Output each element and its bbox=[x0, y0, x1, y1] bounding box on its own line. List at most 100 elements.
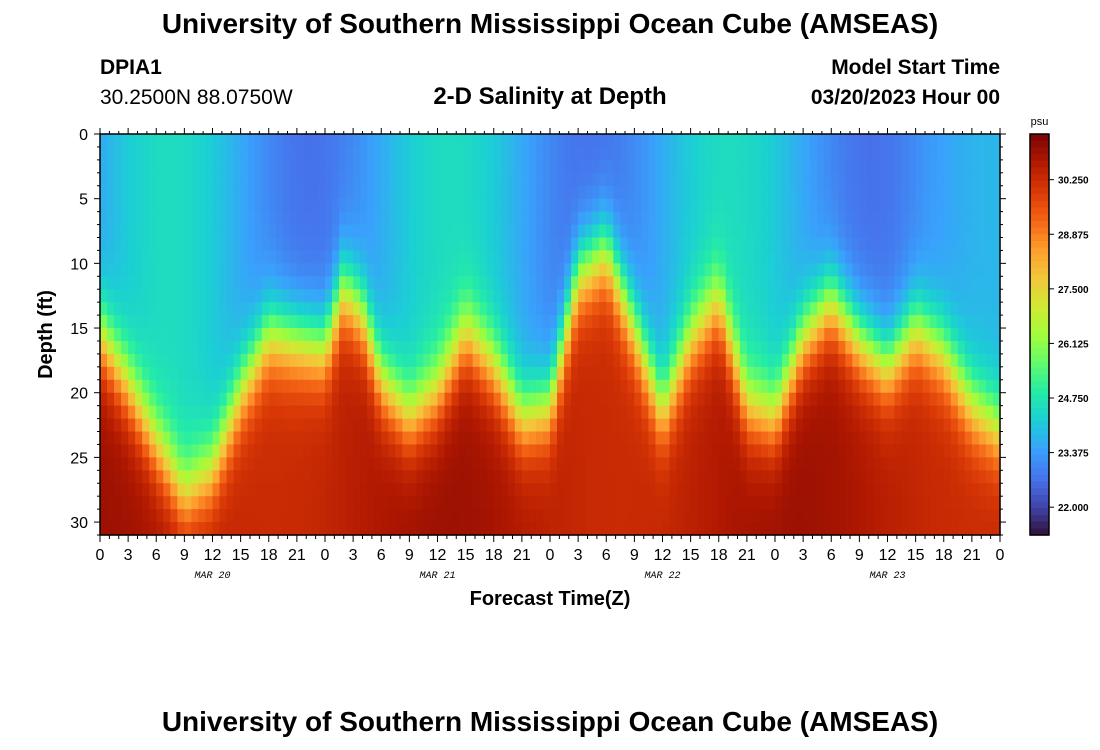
heatmap-cell bbox=[388, 340, 396, 355]
heatmap-cell bbox=[226, 250, 235, 264]
heatmap-cell bbox=[395, 134, 403, 148]
heatmap-cell bbox=[571, 353, 579, 368]
heatmap-cell bbox=[866, 315, 875, 329]
heatmap-cell bbox=[430, 224, 439, 239]
heatmap-cell bbox=[564, 172, 572, 187]
heatmap-cell bbox=[992, 237, 1001, 252]
heatmap-cell bbox=[430, 457, 439, 471]
heatmap-cell bbox=[507, 470, 516, 484]
heatmap-cell bbox=[845, 198, 853, 213]
heatmap-cell bbox=[922, 185, 931, 200]
heatmap-cell bbox=[620, 431, 628, 446]
heatmap-cell bbox=[557, 289, 565, 303]
colorbar-tick-label: 23.375 bbox=[1058, 449, 1089, 460]
heatmap-cell bbox=[233, 159, 242, 174]
heatmap-cell bbox=[493, 224, 502, 239]
heatmap-cell bbox=[254, 224, 263, 239]
heatmap-cell bbox=[198, 418, 207, 433]
heatmap-cell bbox=[585, 418, 593, 433]
heatmap-cell bbox=[409, 444, 418, 458]
heatmap-cell bbox=[261, 289, 270, 303]
heatmap-cell bbox=[135, 431, 143, 446]
heatmap-cell bbox=[444, 366, 453, 381]
heatmap-cell bbox=[289, 172, 298, 187]
heatmap-cell bbox=[634, 522, 643, 536]
heatmap-cell bbox=[528, 159, 537, 174]
heatmap-cell bbox=[992, 211, 1001, 226]
heatmap-cell bbox=[873, 211, 882, 226]
heatmap-cell bbox=[873, 302, 882, 316]
heatmap-cell bbox=[339, 328, 347, 342]
heatmap-cell bbox=[409, 405, 418, 420]
heatmap-cell bbox=[725, 315, 734, 329]
heatmap-cell bbox=[437, 366, 446, 381]
heatmap-cell bbox=[507, 198, 516, 213]
heatmap-cell bbox=[641, 224, 650, 239]
heatmap-cell bbox=[282, 211, 291, 226]
heatmap-cell bbox=[381, 211, 389, 226]
heatmap-cell bbox=[592, 379, 600, 394]
heatmap-cell bbox=[240, 315, 249, 329]
colorbar-segment bbox=[1030, 354, 1049, 362]
heatmap-cell bbox=[542, 418, 551, 433]
heatmap-cell bbox=[859, 522, 868, 536]
heatmap-cell bbox=[402, 315, 410, 329]
heatmap-cell bbox=[437, 392, 446, 407]
heatmap-cell bbox=[437, 185, 446, 200]
heatmap-cell bbox=[859, 172, 868, 187]
heatmap-cell bbox=[163, 159, 171, 174]
heatmap-cell bbox=[430, 470, 439, 484]
heatmap-cell bbox=[852, 263, 860, 277]
heatmap-cell bbox=[219, 159, 228, 174]
heatmap-cell bbox=[908, 328, 917, 342]
heatmap-cell bbox=[149, 431, 157, 446]
colorbar-segment bbox=[1030, 301, 1049, 309]
heatmap-cell bbox=[775, 263, 783, 277]
heatmap-cell bbox=[571, 172, 579, 187]
heatmap-cell bbox=[205, 457, 214, 471]
heatmap-cell bbox=[395, 418, 403, 433]
heatmap-cell bbox=[950, 444, 959, 458]
heatmap-cell bbox=[564, 146, 572, 161]
heatmap-cell bbox=[212, 159, 221, 174]
heatmap-cell bbox=[929, 353, 938, 368]
heatmap-cell bbox=[261, 224, 270, 239]
heatmap-cell bbox=[697, 379, 706, 394]
heatmap-cell bbox=[528, 509, 537, 523]
heatmap-cell bbox=[198, 522, 207, 536]
heatmap-cell bbox=[592, 263, 600, 277]
heatmap-cell bbox=[107, 224, 115, 239]
heatmap-cell bbox=[648, 211, 657, 226]
heatmap-cell bbox=[332, 146, 340, 161]
heatmap-cell bbox=[528, 457, 537, 471]
heatmap-cell bbox=[135, 470, 143, 484]
heatmap-cell bbox=[831, 185, 839, 200]
heatmap-cell bbox=[521, 289, 530, 303]
heatmap-cell bbox=[557, 418, 565, 433]
heatmap-cell bbox=[564, 185, 572, 200]
heatmap-cell bbox=[978, 289, 987, 303]
heatmap-cell bbox=[423, 392, 432, 407]
heatmap-cell bbox=[817, 185, 825, 200]
heatmap-cell bbox=[929, 483, 938, 497]
heatmap-cell bbox=[810, 470, 818, 484]
heatmap-cell bbox=[845, 211, 853, 226]
heatmap-cell bbox=[275, 302, 284, 316]
heatmap-cell bbox=[205, 250, 214, 264]
heatmap-cell bbox=[929, 366, 938, 381]
heatmap-cell bbox=[950, 366, 959, 381]
heatmap-cell bbox=[964, 159, 973, 174]
heatmap-cell bbox=[149, 250, 157, 264]
heatmap-cell bbox=[915, 185, 924, 200]
heatmap-cell bbox=[402, 289, 410, 303]
heatmap-cell bbox=[620, 496, 628, 510]
heatmap-cell bbox=[796, 366, 804, 381]
heatmap-cell bbox=[346, 159, 354, 174]
heatmap-cell bbox=[254, 211, 263, 226]
heatmap-cell bbox=[416, 146, 425, 161]
heatmap-cell bbox=[212, 379, 221, 394]
heatmap-cell bbox=[395, 340, 403, 355]
heatmap-cell bbox=[634, 211, 643, 226]
heatmap-cell bbox=[957, 509, 966, 523]
heatmap-cell bbox=[149, 418, 157, 433]
